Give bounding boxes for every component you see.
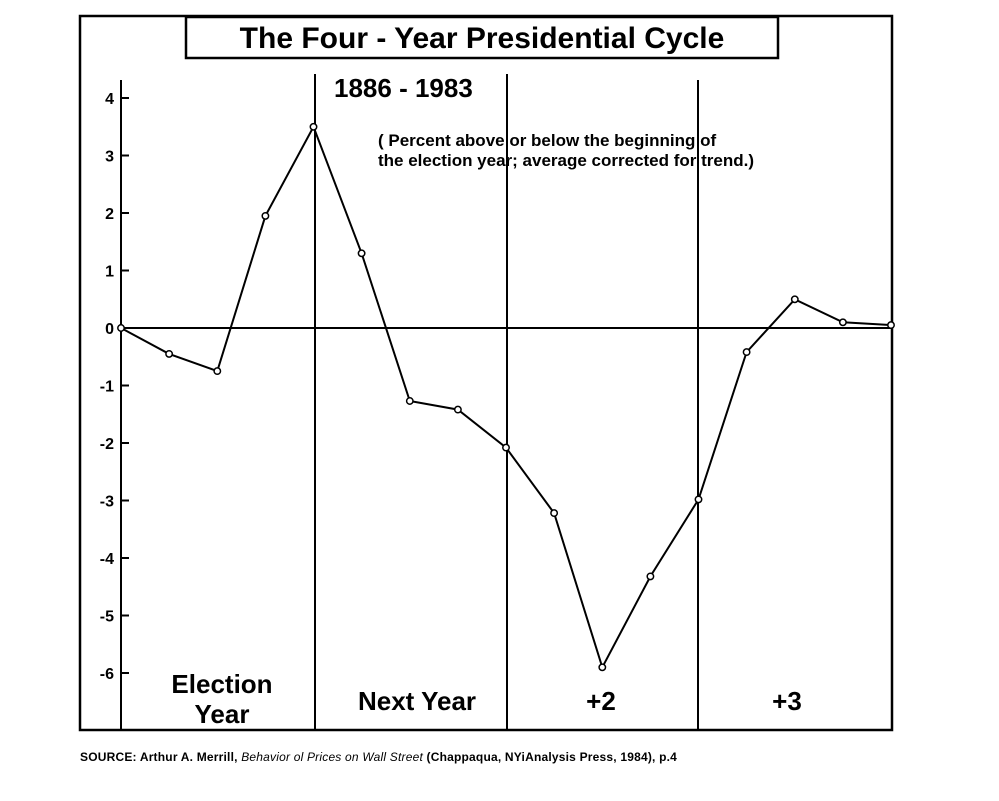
- series-points: [117, 122, 895, 672]
- chart-frame: [78, 14, 894, 732]
- section-label-election-year-line-2: Year: [195, 699, 250, 729]
- section-label-next-year: Next Year: [358, 686, 476, 716]
- y-axis-ticks: 4 3 2 1 0 -1 -2 -3 -4 -5 -6: [100, 91, 129, 683]
- y-tick-label: 4: [105, 91, 114, 108]
- source-book-title: Behavior ol Prices on Wall Street: [241, 750, 423, 764]
- data-point: [790, 295, 799, 304]
- section-label-plus-2: +2: [586, 686, 616, 716]
- y-tick-label: 2: [105, 206, 114, 223]
- y-tick-label: 0: [105, 321, 114, 338]
- y-tick-label: -5: [100, 609, 114, 626]
- chart-note-line-2: the election year; average corrected for…: [378, 151, 754, 170]
- data-point: [887, 321, 895, 330]
- data-point: [405, 397, 414, 405]
- data-point: [838, 318, 847, 327]
- title-box: [184, 15, 780, 60]
- data-point: [694, 495, 703, 504]
- source-citation: SOURCE: Arthur A. Merrill, Behavior ol P…: [80, 750, 677, 764]
- y-tick-label: 3: [105, 149, 114, 166]
- y-tick-label: -6: [100, 666, 114, 683]
- data-point: [117, 324, 125, 332]
- y-tick-label: -2: [100, 436, 114, 453]
- data-point: [646, 572, 655, 581]
- data-point: [357, 249, 366, 258]
- data-point: [453, 405, 462, 414]
- section-label-election-year-line-1: Election: [171, 669, 272, 699]
- y-tick-label: -4: [100, 551, 114, 568]
- y-tick-label: -3: [100, 494, 114, 511]
- data-point: [213, 367, 222, 376]
- data-point: [742, 348, 751, 357]
- y-tick-label: 1: [105, 264, 114, 281]
- data-point: [598, 663, 607, 672]
- data-point: [309, 122, 318, 131]
- chart-note-line-1: ( Percent above or below the beginning o…: [378, 131, 716, 150]
- period-label: 1886 - 1983: [334, 73, 473, 103]
- data-point: [502, 443, 510, 452]
- data-point: [261, 211, 270, 220]
- chart-title: The Four - Year Presidential Cycle: [240, 22, 725, 55]
- data-point: [550, 509, 559, 518]
- source-suffix: (Chappaqua, NYiAnalysis Press, 1984), p.…: [423, 750, 678, 764]
- section-label-plus-3: +3: [772, 686, 802, 716]
- data-point: [165, 349, 174, 358]
- source-prefix: SOURCE: Arthur A. Merrill,: [80, 750, 242, 764]
- y-tick-label: -1: [100, 379, 114, 396]
